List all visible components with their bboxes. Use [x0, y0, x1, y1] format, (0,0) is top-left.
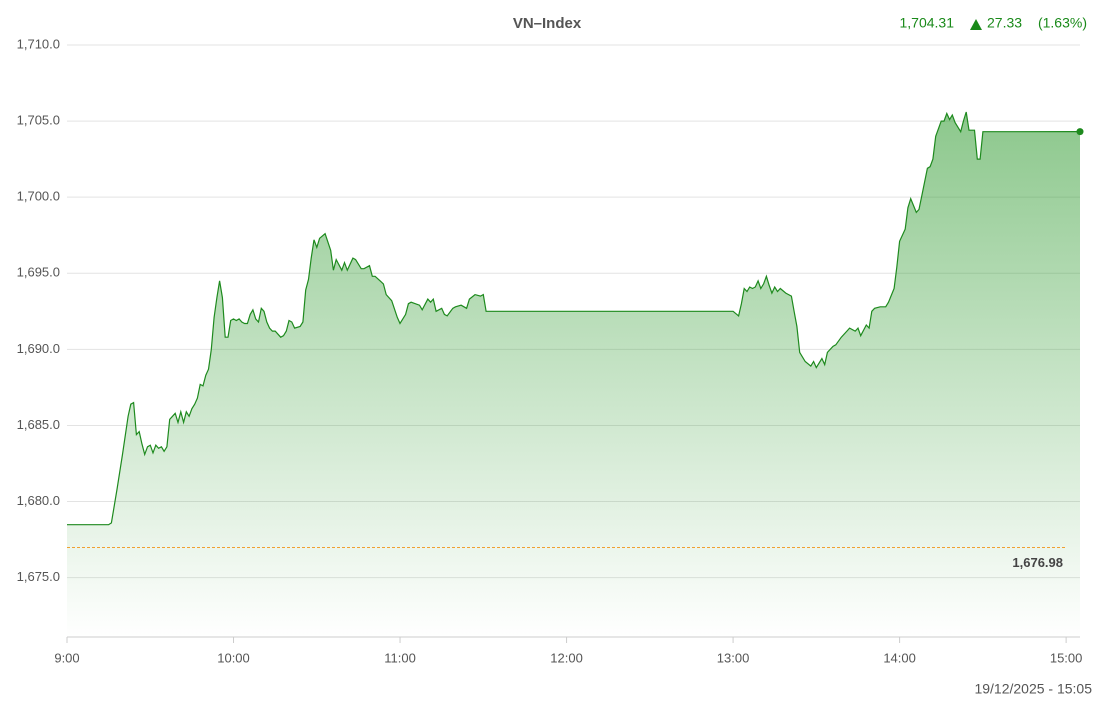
- timestamp: 19/12/2025 - 15:05: [974, 681, 1092, 697]
- y-tick-label: 1,680.0: [17, 493, 60, 508]
- price: 1,704.31: [900, 15, 955, 31]
- change: 27.33: [987, 15, 1022, 31]
- line: [67, 111, 1081, 526]
- chart-title: VN–Index: [513, 15, 582, 32]
- x-tick-label: 13:00: [717, 650, 750, 665]
- x-tick-label: 9:00: [54, 650, 79, 665]
- reference-label: 1,676.98: [1012, 555, 1063, 570]
- x-tick-label: 12:00: [550, 650, 583, 665]
- y-tick-label: 1,700.0: [17, 189, 60, 204]
- up-arrow: [970, 19, 982, 30]
- y-tick-label: 1,690.0: [17, 341, 60, 356]
- last-point: [1076, 128, 1084, 136]
- y-tick-label: 1,695.0: [17, 265, 60, 280]
- y-tick-label: 1,685.0: [17, 417, 60, 432]
- change-percent: (1.63%): [1038, 15, 1087, 31]
- x-tick-label: 14:00: [883, 650, 916, 665]
- x-tick-label: 15:00: [1050, 650, 1083, 665]
- x-tick-label: 10:00: [217, 650, 250, 665]
- y-tick-label: 1,710.0: [17, 36, 60, 51]
- x-tick-label: 11:00: [384, 650, 416, 665]
- y-tick-label: 1,705.0: [17, 113, 60, 128]
- y-tick-label: 1,675.0: [17, 569, 60, 584]
- area-fill: [67, 112, 1080, 637]
